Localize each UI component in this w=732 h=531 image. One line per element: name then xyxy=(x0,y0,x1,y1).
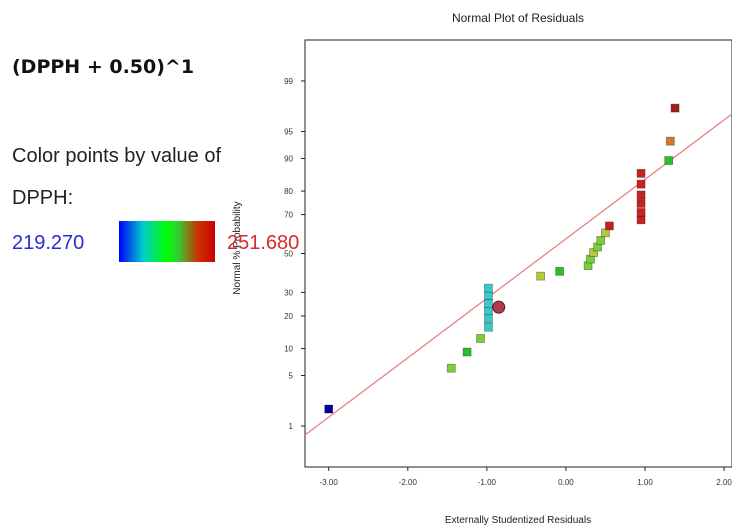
x-tick-label: -1.00 xyxy=(478,478,497,487)
data-point xyxy=(636,199,646,208)
x-axis-label: Externally Studentized Residuals xyxy=(445,515,591,526)
y-tick-label: 10 xyxy=(284,345,293,354)
data-points xyxy=(324,103,680,414)
data-point xyxy=(636,168,646,178)
plot-area-frame xyxy=(304,39,732,468)
transform-label: (DPPH + 0.50)^1 xyxy=(12,56,195,78)
data-point xyxy=(636,208,646,217)
x-tick-label: 2.00 xyxy=(716,478,732,487)
x-tick-label: 0.00 xyxy=(558,478,574,487)
color-gradient-bar xyxy=(119,221,215,262)
data-point xyxy=(476,334,485,343)
data-point xyxy=(484,299,493,308)
data-point xyxy=(446,363,456,373)
data-point xyxy=(670,103,680,113)
y-tick-label: 20 xyxy=(284,312,293,321)
chart-title: Normal Plot of Residuals xyxy=(452,11,584,25)
x-axis-ticks: -3.00 -2.00 -1.00 0.00 1.00 2.00 xyxy=(320,467,732,487)
data-point xyxy=(636,179,646,189)
data-point xyxy=(664,156,674,165)
y-tick-label: 99 xyxy=(284,77,293,86)
y-axis-ticks: 1 5 10 20 30 50 70 80 90 95 99 xyxy=(284,77,305,431)
color-by-factor-label: DPPH: xyxy=(12,187,74,209)
x-tick-label: 1.00 xyxy=(637,478,653,487)
y-tick-label: 70 xyxy=(284,211,293,220)
highlighted-data-point[interactable] xyxy=(492,300,506,314)
legend-max-value: 251.680 xyxy=(227,232,300,254)
y-tick-label: 5 xyxy=(289,372,294,381)
x-tick-label: -2.00 xyxy=(399,478,418,487)
y-axis-label: Normal % Probability xyxy=(232,201,243,294)
data-point xyxy=(484,322,493,332)
x-tick-label: -3.00 xyxy=(320,478,339,487)
color-legend-panel: (DPPH + 0.50)^1 Color points by value of… xyxy=(0,0,320,531)
data-point xyxy=(636,215,646,225)
data-point xyxy=(484,291,493,301)
y-tick-label: 30 xyxy=(284,288,293,297)
y-tick-label: 50 xyxy=(284,250,293,259)
data-point xyxy=(636,190,646,200)
data-point xyxy=(536,271,546,281)
y-tick-label: 80 xyxy=(284,187,293,196)
data-point xyxy=(596,236,606,245)
data-point xyxy=(484,283,493,293)
y-tick-label: 90 xyxy=(284,154,293,163)
data-point xyxy=(665,136,675,146)
data-point xyxy=(462,347,472,357)
reference-line-group xyxy=(304,113,732,436)
color-by-label: Color points by value of xyxy=(12,145,222,167)
data-point xyxy=(555,266,565,276)
data-point xyxy=(605,221,614,231)
legend-min-value: 219.270 xyxy=(12,232,85,254)
data-point xyxy=(484,314,493,324)
reference-line xyxy=(304,113,732,436)
data-point xyxy=(484,306,493,316)
y-tick-label: 95 xyxy=(284,127,293,136)
data-point xyxy=(324,404,334,414)
y-tick-label: 1 xyxy=(289,422,294,431)
